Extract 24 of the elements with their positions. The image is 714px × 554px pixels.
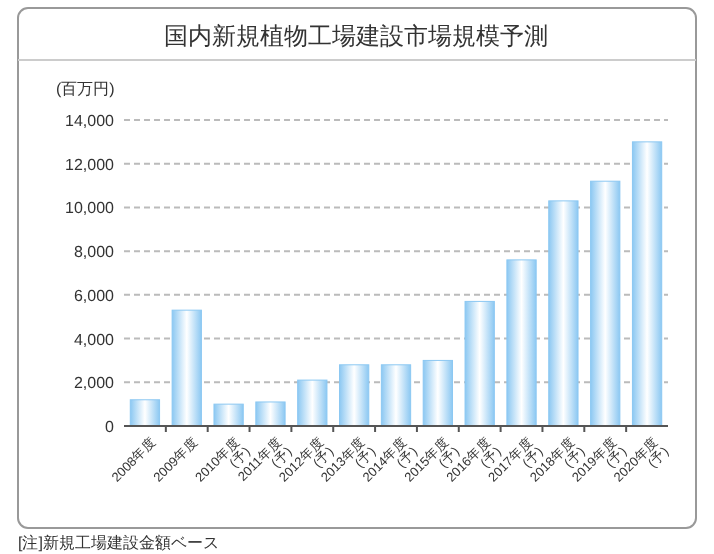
bar (464, 300, 495, 427)
bar (590, 180, 621, 427)
bar (380, 364, 412, 427)
y-axis-title: (百万円) (56, 80, 116, 98)
bar (213, 403, 244, 427)
text: [注]新規工場建設金額ベース (18, 534, 219, 552)
bar (631, 141, 663, 427)
bar (422, 359, 453, 427)
bar (506, 259, 537, 427)
bar (548, 200, 579, 427)
chart-title: 国内新規植物工場建設市場規模予測 (164, 22, 548, 50)
bar (297, 379, 328, 427)
y-tick-label: 0 (105, 418, 116, 436)
y-tick-label: 10,000 (65, 199, 116, 218)
bar (255, 401, 286, 427)
y-tick-label: 12,000 (65, 155, 116, 174)
bar (129, 399, 161, 427)
y-tick-label: 8,000 (73, 243, 116, 262)
y-tick-label: 6,000 (73, 286, 116, 305)
bar (339, 364, 370, 427)
y-tick-label: 4,000 (73, 330, 116, 349)
y-tick-label: 2,000 (73, 374, 116, 393)
bar (171, 309, 202, 427)
y-tick-label: 14,000 (65, 112, 116, 130)
